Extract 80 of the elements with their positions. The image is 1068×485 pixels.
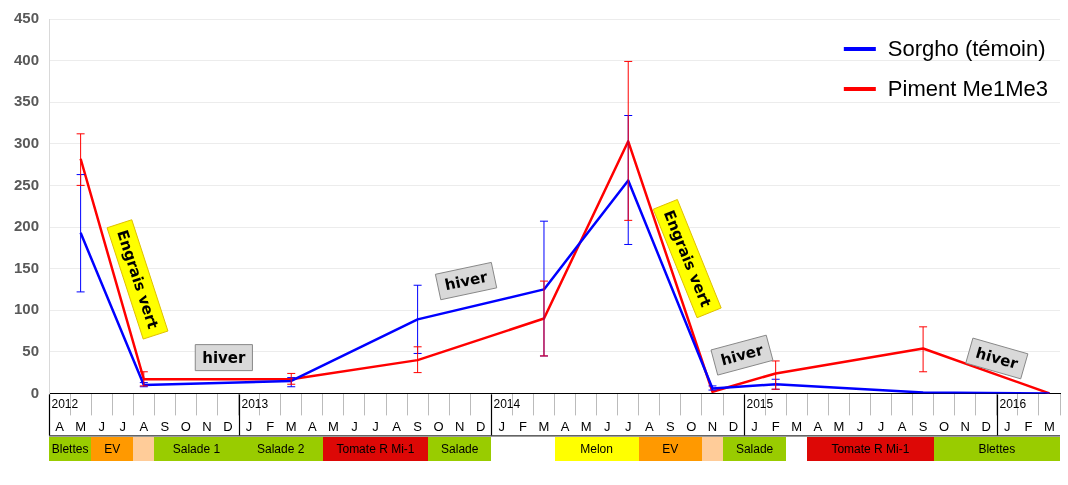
x-tick-label: D — [476, 418, 486, 434]
x-tick-label: S — [666, 418, 676, 434]
crop-block: Blettes — [49, 437, 92, 462]
x-tick-label: J — [372, 418, 379, 434]
y-tick-label: 0 — [30, 383, 40, 401]
x-tick-label: S — [160, 418, 170, 434]
x-tick-label: J — [351, 418, 358, 434]
x-tick-label: M — [833, 418, 845, 434]
x-tick-label: N — [202, 418, 212, 434]
crop-block: Melon — [554, 437, 639, 462]
x-tick-label: A — [560, 418, 570, 434]
x-tick-label: M — [285, 418, 297, 434]
x-tick-label: J — [119, 418, 126, 434]
x-tick-label: A — [392, 418, 402, 434]
x-tick-label: A — [897, 418, 907, 434]
x-tick-label: N — [707, 418, 718, 434]
x-tick-label: F — [266, 418, 275, 434]
x-tick-label: A — [55, 418, 65, 434]
x-tick-label: J — [245, 418, 253, 434]
y-tick-label: 400 — [14, 50, 40, 68]
x-tick-label: M — [1044, 418, 1055, 434]
x-tick-label: M — [327, 418, 339, 434]
x-tick-label: J — [751, 418, 758, 434]
x-tick-label: M — [538, 418, 550, 434]
x-tick-label: J — [98, 418, 105, 434]
crop-block: Salade 1 — [154, 437, 239, 462]
y-tick-label: 100 — [14, 300, 40, 318]
x-tick-label: N — [960, 418, 970, 434]
x-tick-label: M — [791, 418, 803, 434]
y-tick-label: 250 — [14, 175, 40, 193]
crop-block: Blettes — [933, 437, 1060, 462]
x-tick-label: D — [981, 418, 991, 434]
x-tick-label: S — [413, 418, 423, 434]
text: 2016 — [999, 396, 1027, 411]
x-tick-label: D — [728, 418, 739, 434]
crop-block: Tomate R Mi-1 — [322, 437, 429, 462]
crop-block: EV — [91, 437, 134, 462]
y-tick-label: 350 — [14, 92, 40, 110]
y-tick-label: 150 — [14, 258, 40, 276]
x-tick-label: J — [1004, 418, 1011, 434]
text: 2013 — [241, 396, 269, 411]
crop-block: Salade 2 — [238, 437, 323, 462]
x-tick-label: O — [433, 418, 444, 434]
text: 2015 — [746, 396, 774, 411]
crop-block: Salade — [723, 437, 787, 462]
annotation: hiver — [718, 340, 766, 370]
x-tick-label: M — [580, 418, 592, 434]
text: 2012 — [51, 396, 79, 411]
x-tick-label: S — [918, 418, 928, 434]
crop-block: Salade — [428, 437, 492, 462]
x-tick-label: O — [180, 418, 191, 434]
x-tick-label: J — [877, 418, 885, 434]
x-tick-label: O — [686, 418, 697, 434]
y-tick-label: 300 — [14, 133, 40, 151]
x-tick-label: J — [498, 418, 506, 434]
annotation: hiver — [202, 348, 247, 367]
x-tick-label: A — [139, 418, 149, 434]
x-tick-label: F — [771, 418, 780, 434]
x-tick-label: J — [856, 418, 864, 434]
x-tick-label: F — [1024, 418, 1033, 434]
x-tick-label: A — [307, 418, 317, 434]
x-tick-label: N — [455, 418, 465, 434]
y-tick-label: 450 — [14, 9, 40, 27]
x-tick-label: D — [223, 418, 233, 434]
crop-block: Tomate R Mi-1 — [807, 437, 934, 462]
x-tick-label: O — [939, 418, 950, 434]
x-tick-label: A — [813, 418, 823, 434]
x-tick-label: F — [518, 418, 527, 434]
x-tick-label: J — [603, 418, 611, 434]
y-tick-label: 50 — [22, 341, 40, 359]
y-tick-label: 200 — [14, 217, 40, 235]
legend-label: Sorgho (témoin) — [887, 36, 1046, 62]
crop-block: EV — [638, 437, 702, 462]
legend-label: Piment Me1Me3 — [887, 76, 1049, 102]
annotation: hiver — [973, 343, 1021, 374]
annotation: hiver — [443, 267, 490, 295]
text: 2014 — [493, 396, 521, 411]
x-tick-label: A — [644, 418, 654, 434]
x-tick-label: M — [75, 418, 87, 434]
x-tick-label: J — [624, 418, 632, 434]
